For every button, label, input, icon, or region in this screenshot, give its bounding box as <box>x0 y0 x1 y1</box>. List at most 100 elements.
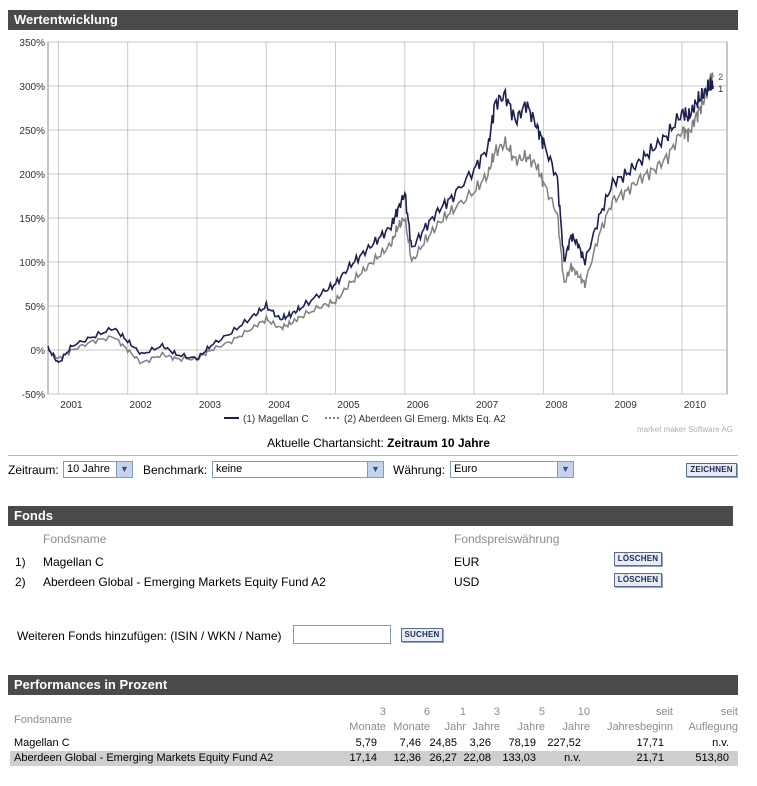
perf-col-top: 3 <box>379 706 386 718</box>
perf-cell: 21,71 <box>636 752 664 764</box>
x-tick-label: 2007 <box>476 400 499 411</box>
perf-cell: 7,46 <box>399 737 421 749</box>
perf-col-top: 1 <box>459 706 466 718</box>
perf-row-name: Magellan C <box>14 737 70 749</box>
add-fonds-input[interactable] <box>293 625 391 644</box>
waehrung-value: Euro <box>454 463 478 475</box>
chart-caption: Aktuelle Chartansicht: Zeitraum 10 Jahre <box>0 436 757 450</box>
series-line-1 <box>47 76 714 364</box>
perf-cell: n.v. <box>712 737 729 749</box>
perf-col-bottom: Jahre <box>517 721 545 733</box>
y-tick-label: 50% <box>25 302 45 313</box>
perf-cell: 3,26 <box>469 737 491 749</box>
fonds-row-number: 2) <box>15 575 26 589</box>
perf-cell: 5,79 <box>355 737 377 749</box>
fonds-header: Fonds <box>8 506 733 526</box>
watermark: market maker Software AG <box>637 425 733 434</box>
perf-col-bottom: Monate <box>393 721 430 733</box>
zeitraum-label: Zeitraum: <box>8 463 59 477</box>
perf-cell: 227,52 <box>547 737 581 749</box>
chevron-down-icon: ▼ <box>557 462 573 477</box>
x-tick-label: 2003 <box>199 400 222 411</box>
suchen-button[interactable]: SUCHEN <box>401 628 443 642</box>
chart-series <box>47 72 714 365</box>
series-line-2 <box>47 72 714 365</box>
fonds-title: Fonds <box>14 508 53 523</box>
perf-col-top: 6 <box>423 706 430 718</box>
waehrung-select[interactable]: Euro ▼ <box>450 461 574 478</box>
zeitraum-select[interactable]: 10 Jahre ▼ <box>63 461 133 478</box>
y-tick-label: 350% <box>19 38 45 49</box>
zeichnen-button[interactable]: ZEICHNEN <box>686 463 737 477</box>
chart-end-markers: 21 <box>718 72 723 94</box>
end-marker-label: 2 <box>718 72 723 82</box>
perf-col-top: seit <box>655 706 673 718</box>
fonds-row-currency: EUR <box>454 555 480 569</box>
perf-col-top: 3 <box>493 706 500 718</box>
perf-col-bottom: Jahre <box>562 721 590 733</box>
fonds-col-name: Fondsname <box>43 532 107 546</box>
performance-title: Performances in Prozent <box>14 677 168 692</box>
perf-col-name: Fondsname <box>14 714 73 726</box>
perf-col-bottom: Jahr <box>444 721 466 733</box>
y-tick-label: 200% <box>19 170 45 181</box>
fonds-row-number: 1) <box>15 555 26 569</box>
x-tick-label: 2004 <box>268 400 291 411</box>
chart-x-ticks: 2001 2002 2003 2004 2005 2006 2007 2008 2009 2010 <box>60 400 706 411</box>
chart-grid <box>48 41 727 395</box>
legend-label-2: (2) Aberdeen Gl Emerg. Mkts Eq. A2 <box>344 414 506 425</box>
y-tick-label: 150% <box>19 214 45 225</box>
x-tick-label: 2005 <box>337 400 360 411</box>
benchmark-value: keine <box>216 463 243 475</box>
chevron-down-icon: ▼ <box>116 462 132 477</box>
perf-cell: 17,71 <box>636 737 664 749</box>
zeitraum-value: 10 Jahre <box>67 463 110 475</box>
loeschen-button[interactable]: LÖSCHEN <box>614 573 662 587</box>
perf-col-bottom: Auflegung <box>688 721 738 733</box>
perf-cell: 133,03 <box>502 752 536 764</box>
perf-cell: n.v. <box>564 752 581 764</box>
table-row: Magellan C 5,79 7,46 24,85 3,26 78,19 22… <box>10 736 738 751</box>
chart-y-ticks: 350% 300% 250% 200% 150% 100% 50% 0% -50% <box>19 38 45 401</box>
x-tick-label: 2010 <box>684 400 707 411</box>
perf-cell: 12,36 <box>393 752 421 764</box>
fonds-row-currency: USD <box>454 575 480 589</box>
benchmark-select[interactable]: keine ▼ <box>212 461 384 478</box>
perf-cell: 78,19 <box>508 737 536 749</box>
y-tick-label: 250% <box>19 126 45 137</box>
perf-cell: 22,08 <box>463 752 491 764</box>
chart-caption-value: Zeitraum 10 Jahre <box>387 436 490 450</box>
y-tick-label: 100% <box>19 258 45 269</box>
performance-chart: 350%300%250%200%150%100%50%0%-50% 2001 20… <box>19 38 733 434</box>
chart-caption-prefix: Aktuelle Chartansicht: <box>267 436 388 450</box>
x-tick-label: 2006 <box>407 400 430 411</box>
fonds-col-currency: Fondspreiswährung <box>454 532 560 546</box>
perf-col-top: seit <box>720 706 738 718</box>
table-row: Aberdeen Global - Emerging Markets Equit… <box>10 751 738 766</box>
caption-divider <box>8 455 738 456</box>
perf-col-top: 10 <box>577 706 590 718</box>
perf-row-name: Aberdeen Global - Emerging Markets Equit… <box>14 752 274 764</box>
perf-cell: 513,80 <box>695 752 729 764</box>
x-tick-label: 2008 <box>545 400 568 411</box>
x-tick-label: 2009 <box>615 400 638 411</box>
perf-cell: 24,85 <box>429 737 457 749</box>
fonds-row-name: Aberdeen Global - Emerging Markets Equit… <box>43 575 326 589</box>
benchmark-label: Benchmark: <box>143 463 208 477</box>
wertentwicklung-title: Wertentwicklung <box>14 12 118 27</box>
chart-legend: (1) Magellan C (2) Aberdeen Gl Emerg. Mk… <box>224 414 506 425</box>
wertentwicklung-header: Wertentwicklung <box>8 10 738 30</box>
y-tick-label: 0% <box>31 346 46 357</box>
x-tick-label: 2001 <box>60 400 83 411</box>
perf-col-bottom: Monate <box>349 721 386 733</box>
performance-header: Performances in Prozent <box>8 675 738 695</box>
perf-cell: 26,27 <box>429 752 457 764</box>
add-fonds-label: Weiteren Fonds hinzufügen: (ISIN / WKN /… <box>17 629 282 643</box>
perf-col-bottom: Jahresbeginn <box>606 721 673 733</box>
waehrung-label: Währung: <box>393 463 446 477</box>
x-tick-label: 2002 <box>130 400 153 411</box>
end-marker-label: 1 <box>718 84 723 94</box>
perf-col-top: 5 <box>538 706 545 718</box>
loeschen-button[interactable]: LÖSCHEN <box>614 552 662 566</box>
fonds-row-name: Magellan C <box>43 555 104 569</box>
